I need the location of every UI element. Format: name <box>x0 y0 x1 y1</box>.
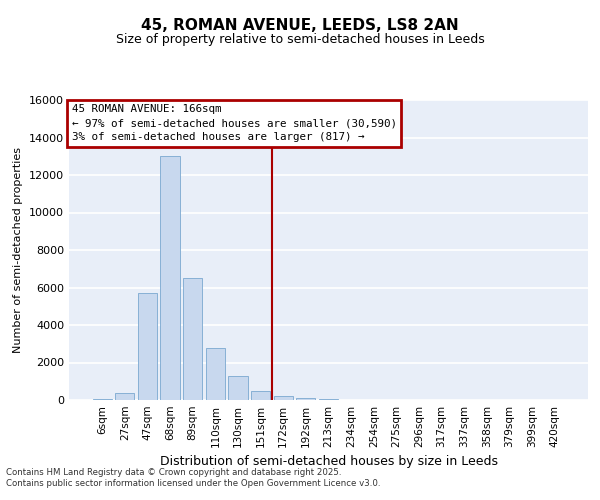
Bar <box>319 399 338 400</box>
Bar <box>229 376 248 400</box>
X-axis label: Distribution of semi-detached houses by size in Leeds: Distribution of semi-detached houses by … <box>160 456 497 468</box>
Text: 45 ROMAN AVENUE: 166sqm
← 97% of semi-detached houses are smaller (30,590)
3% of: 45 ROMAN AVENUE: 166sqm ← 97% of semi-de… <box>71 104 397 142</box>
Bar <box>92 399 112 400</box>
Text: 45, ROMAN AVENUE, LEEDS, LS8 2AN: 45, ROMAN AVENUE, LEEDS, LS8 2AN <box>141 18 459 32</box>
Bar <box>138 293 157 400</box>
Bar <box>296 398 316 400</box>
Bar <box>183 278 202 400</box>
Y-axis label: Number of semi-detached properties: Number of semi-detached properties <box>13 147 23 353</box>
Text: Size of property relative to semi-detached houses in Leeds: Size of property relative to semi-detach… <box>116 32 484 46</box>
Bar <box>160 156 180 400</box>
Bar <box>274 396 293 400</box>
Bar <box>206 348 225 400</box>
Bar <box>251 390 270 400</box>
Text: Contains HM Land Registry data © Crown copyright and database right 2025.
Contai: Contains HM Land Registry data © Crown c… <box>6 468 380 487</box>
Bar <box>115 392 134 400</box>
